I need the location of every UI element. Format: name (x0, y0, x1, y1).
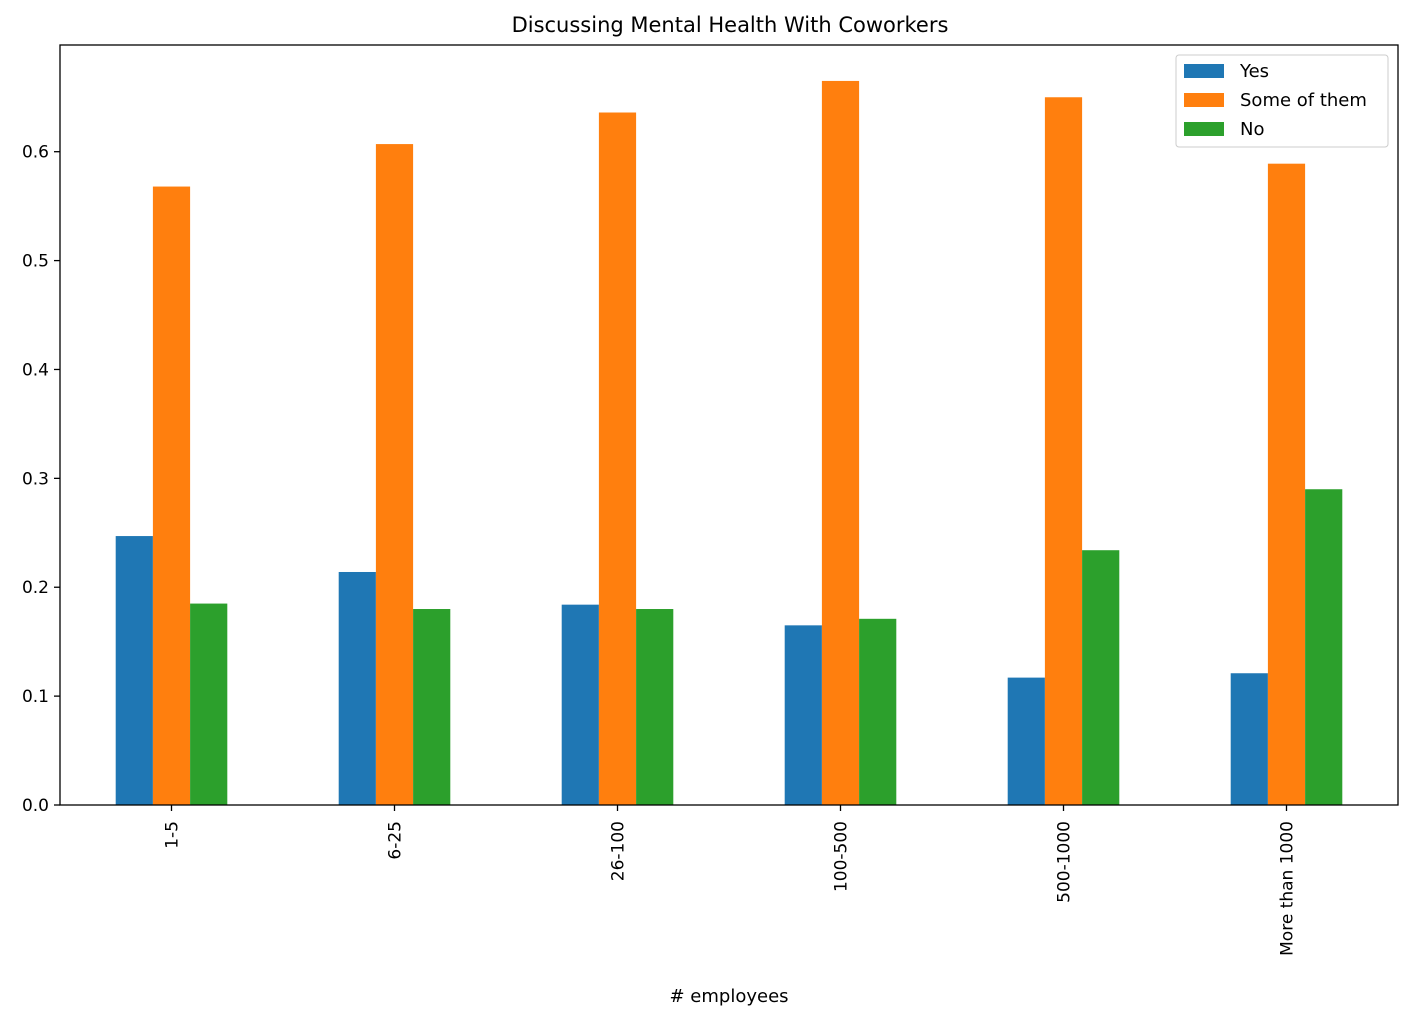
bar-some-of-them-3 (821, 80, 860, 806)
bar-some-of-them-0 (152, 186, 191, 806)
bar-some-of-them-1 (375, 144, 414, 805)
bar-no-5 (1305, 489, 1343, 805)
bar-yes-0 (115, 536, 153, 805)
bar-no-4 (1082, 550, 1120, 805)
bar-some-of-them-5 (1267, 163, 1306, 805)
y-tick-label: 0.5 (22, 252, 49, 272)
x-tick-label: 1-5 (163, 821, 183, 849)
bar-some-of-them-4 (1044, 97, 1083, 805)
x-tick-label: More than 1000 (1278, 821, 1298, 956)
legend-swatch-no (1184, 122, 1224, 136)
legend-swatch-yes (1184, 64, 1224, 78)
y-tick-label: 0.4 (22, 360, 49, 380)
bar-no-0 (190, 603, 228, 805)
bar-yes-2 (561, 604, 599, 805)
x-axis-label: # employees (669, 986, 788, 1007)
x-axis: 1-5 6-25 26-100 100-500 500-1000 More than 10… (163, 805, 1298, 956)
bar-yes-4 (1007, 677, 1045, 805)
y-axis: 0.0 0.1 0.2 0.3 0.4 0.5 0.6 (22, 143, 60, 816)
x-tick-label: 26-100 (609, 821, 629, 881)
x-tick-label: 6-25 (386, 821, 406, 860)
bar-no-2 (636, 609, 674, 805)
legend-label: No (1240, 119, 1264, 140)
legend-label: Yes (1239, 61, 1269, 82)
x-tick-label: 500-1000 (1055, 821, 1075, 903)
legend-swatch-some-of-them (1184, 93, 1224, 107)
bar-some-of-them-2 (598, 112, 637, 805)
bar-yes-3 (784, 625, 822, 805)
plot-area (59, 44, 1399, 806)
y-tick-label: 0.3 (22, 469, 49, 489)
bars-layer (115, 80, 1343, 806)
x-tick-label: 100-500 (832, 821, 852, 892)
bar-no-3 (859, 618, 897, 805)
legend-label: Some of them (1240, 90, 1367, 111)
y-tick-label: 0.2 (22, 578, 49, 598)
bar-yes-5 (1230, 673, 1268, 805)
legend: Yes Some of them No (1175, 54, 1389, 148)
chart-title: Discussing Mental Health With Coworkers (512, 13, 949, 37)
y-tick-label: 0.1 (22, 687, 49, 707)
y-tick-label: 0.6 (22, 143, 49, 163)
y-tick-label: 0.0 (22, 796, 49, 816)
bar-yes-1 (338, 571, 376, 805)
bar-no-1 (413, 609, 451, 805)
legend-box (1175, 54, 1389, 148)
